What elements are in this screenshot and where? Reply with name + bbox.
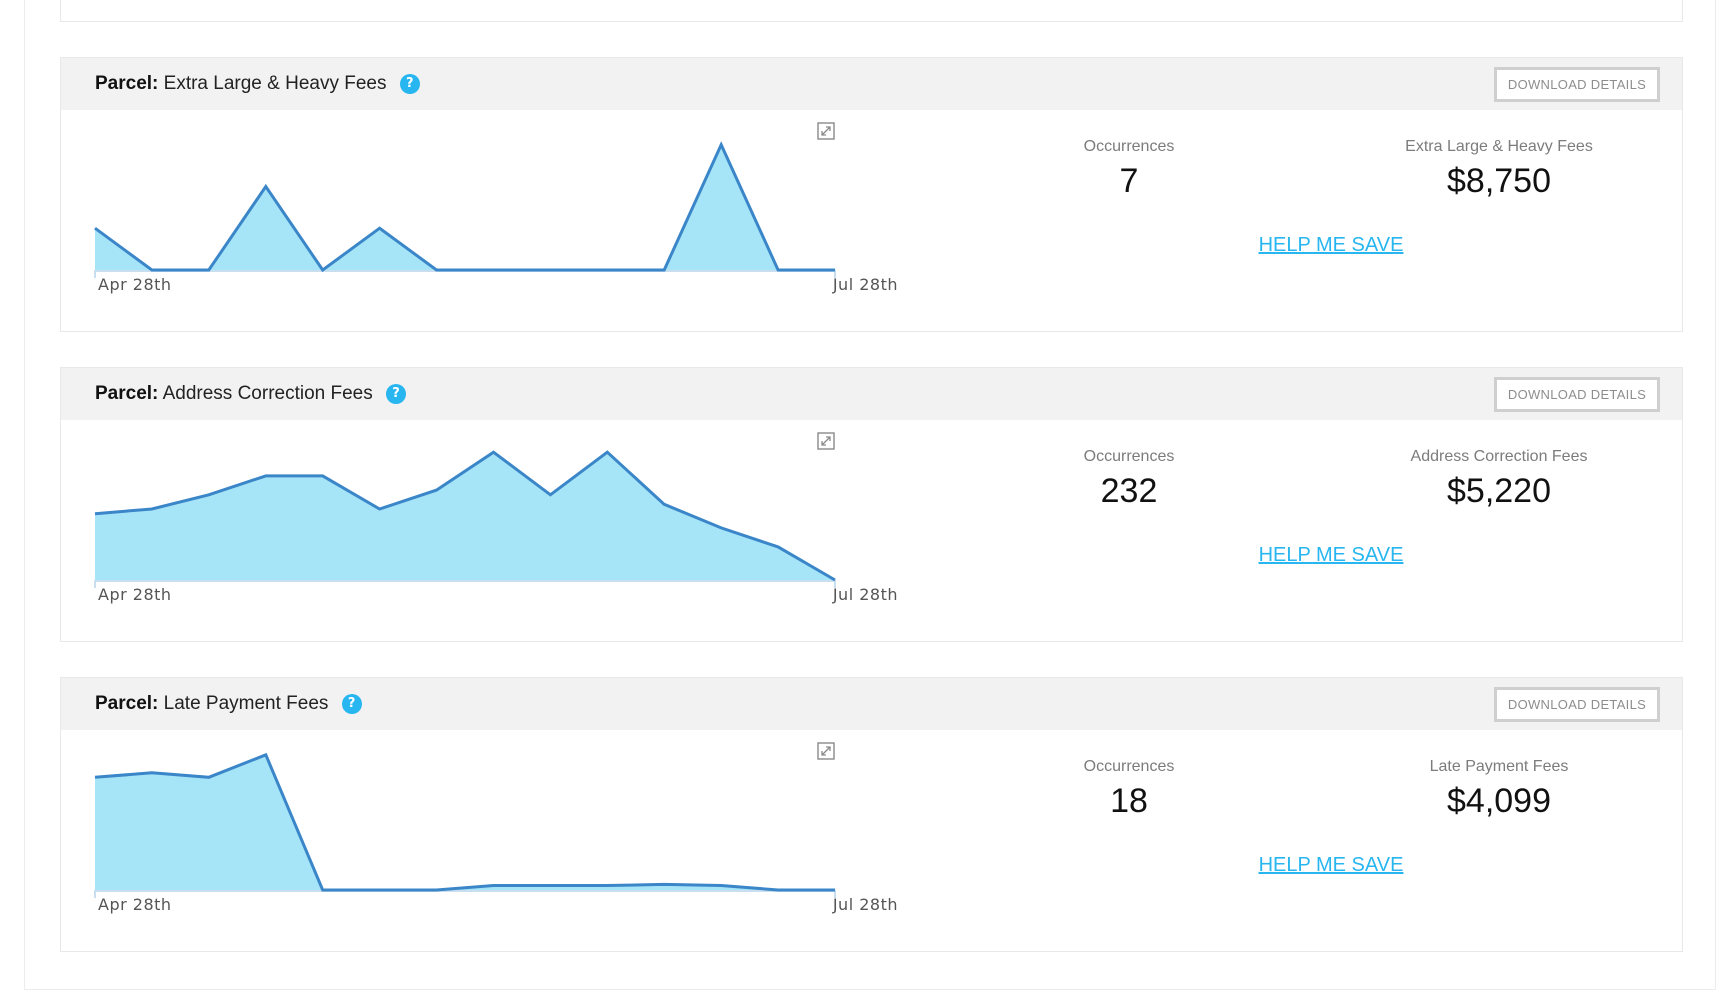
previous-card [60, 0, 1683, 22]
occurrences-value: 7 [1119, 162, 1139, 200]
x-axis-end-label: Jul 28th [832, 585, 898, 604]
card-title: Parcel: Extra Large & Heavy Fees ? [95, 58, 420, 110]
sparkline-chart [94, 450, 836, 588]
fee-card: Parcel: Late Payment Fees ? DOWNLOAD DET… [60, 677, 1683, 952]
fee-card: Parcel: Extra Large & Heavy Fees ? DOWNL… [60, 57, 1683, 332]
help-icon[interactable]: ? [341, 694, 362, 714]
card-header: Parcel: Address Correction Fees ? DOWNLO… [61, 368, 1682, 420]
series-line [94, 752, 835, 892]
occurrences-value: 232 [1100, 472, 1158, 510]
occurrences-label: Occurrences [1083, 448, 1175, 465]
series-area [95, 452, 835, 580]
fee-total-label: Address Correction Fees [1410, 448, 1588, 465]
fee-total-stat: Address Correction Fees $5,220 [1329, 448, 1669, 511]
occurrences-value: 18 [1110, 782, 1148, 820]
fee-chart [94, 738, 836, 913]
card-title-prefix: Parcel: [95, 693, 159, 714]
fee-total-stat: Late Payment Fees $4,099 [1329, 758, 1669, 821]
x-axis-start-label: Apr 28th [98, 275, 172, 294]
occurrences-label: Occurrences [1083, 138, 1175, 155]
series-line [94, 450, 836, 582]
fee-total-value: $5,220 [1447, 472, 1551, 510]
sparkline-chart [94, 141, 836, 278]
expand-icon[interactable] [817, 432, 835, 450]
occurrences-stat: Occurrences 232 [1009, 448, 1249, 511]
download-details-button[interactable]: DOWNLOAD DETAILS [1494, 67, 1660, 102]
fee-total-value: $4,099 [1447, 782, 1551, 820]
card-title: Parcel: Address Correction Fees ? [95, 368, 407, 420]
fee-card: Parcel: Address Correction Fees ? DOWNLO… [60, 367, 1683, 642]
series-area [95, 144, 835, 270]
fee-chart [94, 118, 836, 293]
fee-total-stat: Extra Large & Heavy Fees $8,750 [1329, 138, 1669, 201]
help-me-save-link[interactable]: HELP ME SAVE [1258, 854, 1404, 876]
sparkline-chart [94, 752, 836, 898]
help-me-save-link[interactable]: HELP ME SAVE [1258, 544, 1404, 566]
x-axis-start-label: Apr 28th [98, 895, 172, 914]
fee-total-value: $8,750 [1447, 162, 1551, 200]
expand-icon[interactable] [817, 122, 835, 140]
x-axis-end-label: Jul 28th [832, 275, 898, 294]
help-me-save-link[interactable]: HELP ME SAVE [1258, 234, 1404, 256]
card-header: Parcel: Extra Large & Heavy Fees ? DOWNL… [61, 58, 1682, 110]
expand-icon[interactable] [817, 742, 835, 760]
panel-border [24, 0, 1716, 990]
card-title-prefix: Parcel: [95, 73, 159, 94]
fee-chart [94, 428, 836, 603]
series-area [95, 754, 835, 890]
help-icon[interactable]: ? [386, 384, 407, 404]
occurrences-stat: Occurrences 7 [1009, 138, 1249, 201]
x-axis-end-label: Jul 28th [832, 895, 898, 914]
fee-total-label: Extra Large & Heavy Fees [1405, 138, 1593, 155]
download-details-button[interactable]: DOWNLOAD DETAILS [1494, 687, 1660, 722]
card-title-text: Extra Large & Heavy Fees [163, 73, 387, 94]
card-title-prefix: Parcel: [95, 383, 159, 404]
fee-total-label: Late Payment Fees [1429, 758, 1569, 775]
card-title: Parcel: Late Payment Fees ? [95, 678, 362, 730]
occurrences-stat: Occurrences 18 [1009, 758, 1249, 821]
help-icon[interactable]: ? [399, 74, 420, 94]
card-header: Parcel: Late Payment Fees ? DOWNLOAD DET… [61, 678, 1682, 730]
occurrences-label: Occurrences [1083, 758, 1175, 775]
download-details-button[interactable]: DOWNLOAD DETAILS [1494, 377, 1660, 412]
card-title-text: Late Payment Fees [163, 693, 329, 714]
card-title-text: Address Correction Fees [162, 383, 373, 404]
x-axis-start-label: Apr 28th [98, 585, 172, 604]
series-line [94, 141, 835, 273]
